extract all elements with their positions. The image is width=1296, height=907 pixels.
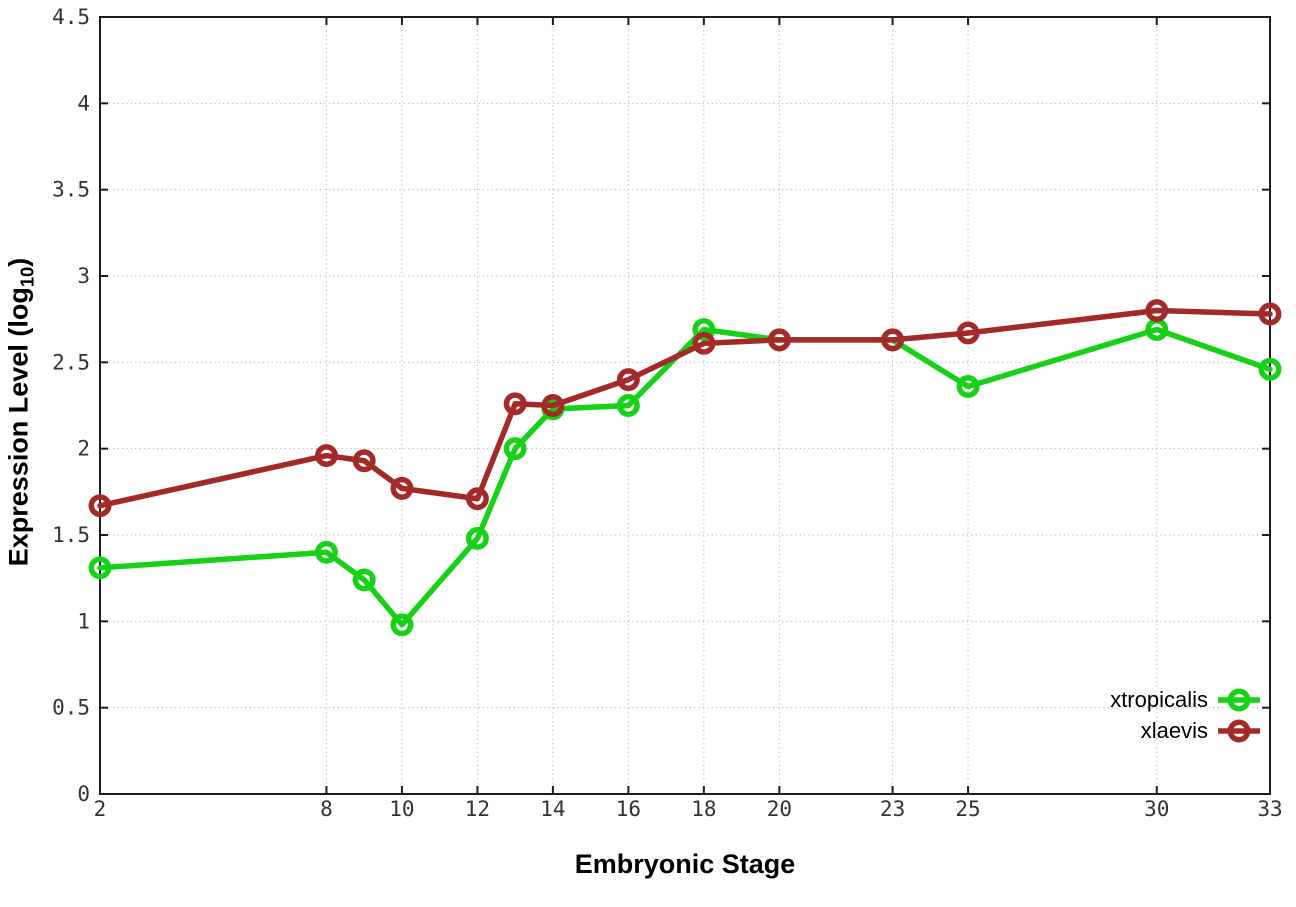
y-axis-title-subscript: 10 (16, 266, 38, 288)
data-point-xlaevis (1145, 299, 1169, 322)
data-point-xlaevis (881, 328, 905, 352)
y-tick-label: 1.5 (52, 523, 90, 547)
axis-ticks (99, 16, 1271, 795)
x-tick-label: 10 (389, 797, 414, 821)
legend-row-xtropicalis: xtropicalis (1110, 684, 1262, 715)
plot-border (99, 16, 1271, 795)
x-tick-label: 16 (616, 797, 641, 821)
legend-sample-xlaevis-icon (1218, 719, 1260, 742)
y-tick-label: 3.5 (52, 178, 90, 202)
legend-marker-xlaevis-icon (1227, 719, 1251, 742)
data-point-xtropicalis (88, 556, 112, 580)
data-point-xtropicalis (616, 394, 640, 417)
data-point-xlaevis (541, 394, 565, 417)
data-point-xtropicalis (1258, 357, 1282, 381)
data-point-xlaevis (956, 321, 980, 345)
x-tick-label: 12 (465, 797, 490, 821)
x-tick-label: 30 (1144, 797, 1169, 821)
data-point-xlaevis (1258, 302, 1282, 326)
x-tick-labels: 2 8 10 12 14 16 18 20 23 25 30 33 (94, 797, 1283, 821)
data-point-xlaevis (352, 449, 376, 473)
x-tick-label: 33 (1257, 797, 1282, 821)
x-axis-title: Embryonic Stage (574, 849, 796, 879)
y-tick-label: 4.5 (52, 5, 90, 29)
data-point-xtropicalis (465, 527, 489, 550)
data-point-xlaevis (767, 328, 791, 352)
data-point-xlaevis (465, 487, 489, 511)
y-tick-label: 2 (77, 437, 90, 461)
legend-label-xlaevis: xlaevis (1140, 717, 1208, 743)
series-xlaevis (88, 299, 1282, 518)
x-tick-label: 14 (540, 797, 565, 821)
series-xtropicalis (88, 318, 1282, 637)
x-tick-label: 20 (767, 797, 792, 821)
legend-row-xlaevis: xlaevis (1110, 715, 1262, 746)
gridlines (99, 16, 1271, 795)
data-point-xlaevis (88, 494, 112, 518)
y-tick-label: 3 (77, 264, 90, 288)
y-tick-label: 0.5 (52, 696, 90, 720)
x-tick-label: 25 (955, 797, 980, 821)
y-tick-label: 4 (77, 91, 90, 115)
data-point-xlaevis (692, 331, 716, 355)
data-point-xtropicalis (390, 613, 414, 637)
legend-marker-xtropicalis-icon (1227, 688, 1251, 711)
series-line-xlaevis (97, 307, 1273, 509)
data-point-xlaevis (315, 444, 338, 468)
legend-label-xtropicalis: xtropicalis (1110, 686, 1208, 712)
x-tick-label: 2 (94, 797, 107, 821)
y-tick-label: 2.5 (52, 350, 90, 374)
x-tick-label: 23 (880, 797, 905, 821)
data-point-xtropicalis (503, 437, 527, 461)
series-line-xtropicalis (97, 326, 1273, 628)
x-tick-label: 18 (691, 797, 716, 821)
data-point-xtropicalis (692, 318, 716, 341)
data-point-xtropicalis (956, 375, 980, 398)
data-point-xtropicalis (315, 540, 338, 564)
x-tick-label: 8 (320, 797, 333, 821)
y-tick-label: 1 (77, 609, 90, 633)
legend: xtropicalis xlaevis (1110, 684, 1262, 746)
data-point-xlaevis (503, 392, 527, 416)
legend-sample-xtropicalis-icon (1218, 688, 1260, 711)
y-axis-title-text: Expression Level (log (3, 287, 34, 567)
y-axis-title: Expression Level (log10) (3, 258, 38, 567)
data-point-xtropicalis (352, 568, 376, 592)
y-tick-labels: 0 0.5 1 1.5 2 2.5 3 3.5 4 4.5 (52, 5, 90, 806)
data-point-xlaevis (616, 368, 640, 392)
y-tick-label: 0 (77, 782, 90, 806)
y-axis-title-suffix: ) (3, 257, 34, 267)
data-point-xlaevis (390, 476, 414, 500)
